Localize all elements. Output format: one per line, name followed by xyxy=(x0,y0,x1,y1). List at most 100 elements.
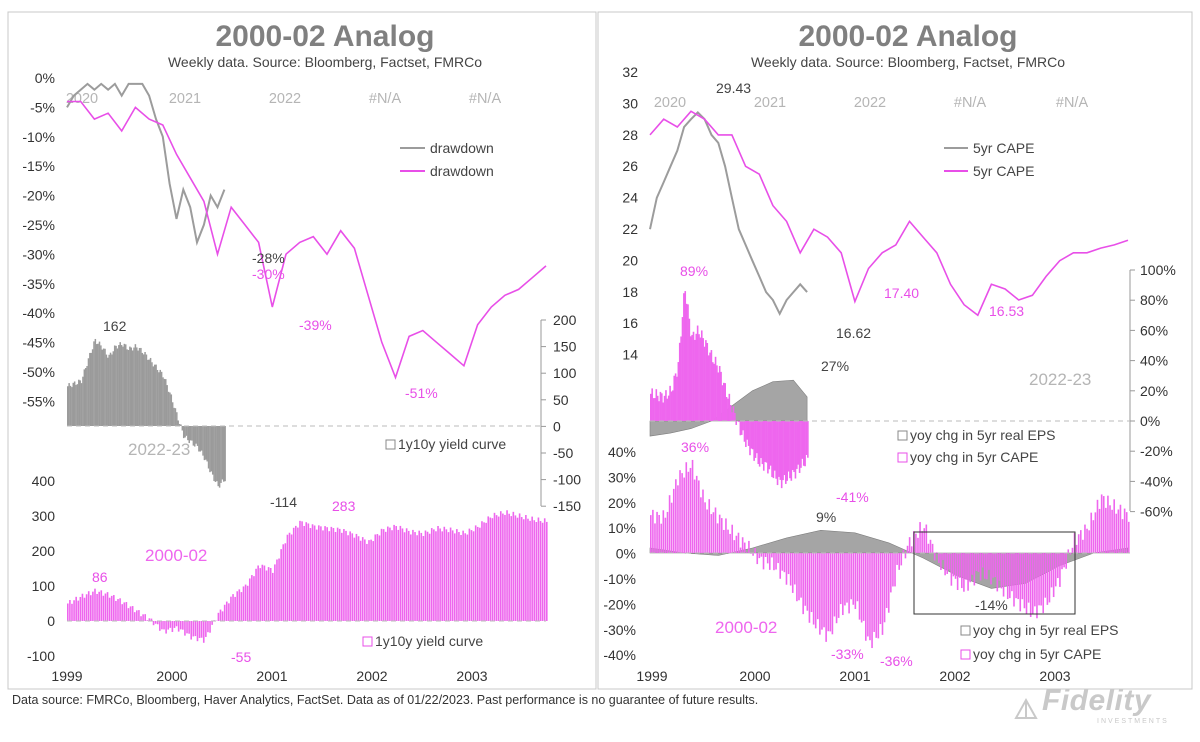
cape-bar-upper xyxy=(684,291,687,421)
cape-bar-lower xyxy=(691,459,694,553)
bottom-year-label: 2001 xyxy=(256,668,287,684)
cape-bar-lower xyxy=(1036,553,1038,619)
bottom-yc-bar xyxy=(499,511,502,621)
yc-bar xyxy=(95,344,98,426)
cape-bar-lower xyxy=(1094,512,1097,553)
cape-bar-lower xyxy=(656,511,658,553)
bottom-yc-bar xyxy=(502,513,504,621)
yc-bar xyxy=(202,426,204,456)
left-axis-tick: -45% xyxy=(22,335,55,351)
cape-bar-lower xyxy=(672,488,675,553)
cape-bar-lower xyxy=(844,553,846,606)
bottom-yc-bar xyxy=(190,621,193,640)
cape-bar-upper xyxy=(667,395,670,421)
bottom-yc-bar xyxy=(169,621,172,628)
cape-bar-lower xyxy=(1052,553,1055,598)
cape-bar-upper xyxy=(650,393,652,421)
bottom-yc-bar xyxy=(148,618,151,621)
top-year-label: #N/A xyxy=(369,91,402,107)
cape-bar-upper xyxy=(652,398,655,421)
cape-bar-lower xyxy=(693,479,696,553)
yc-bar xyxy=(73,381,76,426)
cape-bar-upper xyxy=(780,421,783,489)
bottom-yc-bar xyxy=(156,621,159,625)
cape-bar-lower xyxy=(650,515,652,553)
cape-bar-upper xyxy=(702,338,704,421)
cape-axis-tick: 30 xyxy=(622,95,638,111)
cape-bar-lower xyxy=(1019,553,1022,612)
cape-bar-lower xyxy=(862,553,865,621)
cape-bar-lower xyxy=(1090,512,1093,553)
bottom-axis-tick: 200 xyxy=(32,543,56,559)
cape-bar-lower xyxy=(716,523,719,553)
cape-bar-lower xyxy=(702,489,704,553)
bottom-yc-bar xyxy=(349,531,351,621)
cape-bar-lower xyxy=(917,537,919,553)
cape-bar-upper xyxy=(729,404,732,421)
bottom-yc-bar xyxy=(284,543,287,621)
cape-bar-upper xyxy=(751,421,754,450)
bottom-yc-bar xyxy=(537,517,540,621)
cape-bar-lower xyxy=(894,553,896,587)
cape-line-pink xyxy=(649,110,1129,317)
cape-bar-lower xyxy=(892,553,894,587)
cape-bar-lower xyxy=(858,553,861,620)
cape-bar-upper xyxy=(699,337,702,421)
cape-bar-lower xyxy=(743,542,746,553)
cape-bar-lower xyxy=(1117,509,1120,553)
yc-bar xyxy=(160,371,163,426)
lower-axis-tick: 40% xyxy=(608,444,636,460)
legend-eps-upper: yoy chg in 5yr real EPS xyxy=(910,427,1056,443)
cape-axis-tick: 22 xyxy=(622,221,638,237)
cape-bar-lower xyxy=(1075,544,1078,553)
bottom-yc-bar xyxy=(259,568,262,621)
bottom-yc-bar xyxy=(136,610,138,621)
bottom-yc-bar xyxy=(209,621,211,633)
cape-bar-lower xyxy=(718,514,721,553)
cape-bar-lower xyxy=(864,553,867,641)
cape-bar-lower xyxy=(733,540,736,553)
yc-bar xyxy=(149,357,152,426)
cape-bar-lower xyxy=(1025,553,1028,614)
yc-bar xyxy=(200,426,203,451)
legend-eps-lower: yoy chg in 5yr real EPS xyxy=(973,622,1119,638)
legend-cape-lower-swatch xyxy=(960,649,971,660)
cape-bar-upper xyxy=(658,401,660,421)
cape-bar-lower xyxy=(860,553,863,623)
bottom-yc-bar xyxy=(77,600,80,621)
cape-bar-lower xyxy=(1115,513,1118,553)
anno-bot-33: -33% xyxy=(831,646,864,662)
bottom-yc-bar xyxy=(370,539,372,621)
yc-bar xyxy=(112,351,115,426)
yc-bar xyxy=(68,383,70,426)
right-chart-title: 2000-02 Analog xyxy=(799,20,1018,53)
yc-bar xyxy=(126,349,128,426)
cape-bar-upper xyxy=(709,352,711,421)
yc-bar xyxy=(163,378,166,426)
yc-bar xyxy=(140,347,142,426)
bottom-year-label: 2002 xyxy=(939,668,970,684)
bottom-yc-bar xyxy=(424,530,427,621)
cape-bar-lower xyxy=(902,549,905,553)
cape-bar-lower xyxy=(768,553,771,570)
cape-bar-lower xyxy=(871,553,873,649)
yc-bar xyxy=(198,426,200,452)
cape-bar-upper xyxy=(680,336,682,421)
bottom-yc-bar xyxy=(138,610,140,621)
cape-bar-upper xyxy=(687,304,689,421)
bottom-yc-bar xyxy=(324,526,326,621)
cape-bar-upper xyxy=(747,421,750,446)
cape-bar-lower xyxy=(887,553,890,613)
bottom-yc-bar xyxy=(531,516,533,621)
cape-bar-upper xyxy=(778,421,780,477)
cape-bar-lower xyxy=(977,553,980,572)
cape-bar-upper xyxy=(707,355,710,421)
bottom-yc-bar xyxy=(307,523,310,621)
bottom-yc-bar xyxy=(106,592,109,621)
cape-bar-upper xyxy=(661,393,663,421)
yc-bar xyxy=(213,426,215,482)
yc-bar xyxy=(174,408,177,426)
top-year-label: 2021 xyxy=(754,95,786,111)
bottom-yc-bar xyxy=(472,531,475,621)
cape-bar-lower xyxy=(677,485,679,553)
